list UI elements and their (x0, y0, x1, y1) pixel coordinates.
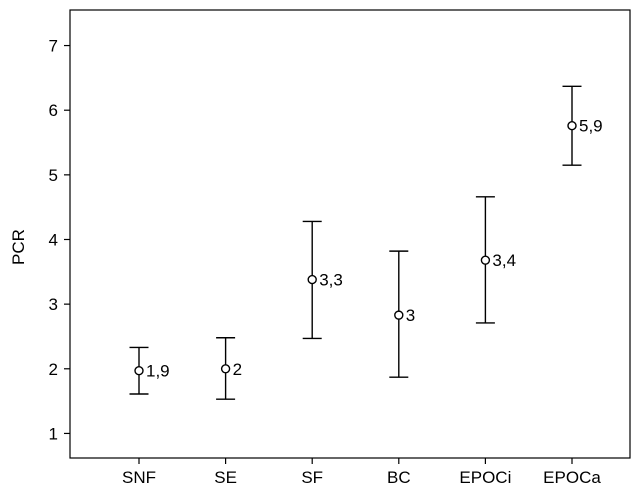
data-label: 3,4 (492, 251, 516, 270)
x-tick-label: SNF (122, 468, 156, 487)
y-tick-label: 6 (49, 101, 58, 120)
mean-point (567, 121, 577, 131)
data-labels: 1,9 2 3,3 3 3,4 5,9 (146, 117, 603, 381)
data-label: 1,9 (146, 362, 170, 381)
y-tick-label: 2 (49, 360, 58, 379)
y-tick-label: 4 (49, 230, 58, 249)
mean-point (134, 366, 144, 376)
x-tick-label: BC (387, 468, 411, 487)
x-ticks: SNF SE SF BC EPOCi EPOCa (122, 458, 601, 487)
x-tick-label: EPOCa (543, 468, 601, 487)
data-points (134, 121, 577, 376)
data-label: 3,3 (319, 271, 343, 290)
error-bars (129, 85, 582, 400)
mean-point (480, 255, 491, 265)
data-label: 5,9 (579, 117, 603, 136)
y-tick-label: 7 (49, 37, 58, 56)
data-label: 2 (233, 360, 242, 379)
x-tick-label: SE (214, 468, 237, 487)
y-tick-label: 1 (49, 424, 58, 443)
mean-point (307, 274, 317, 285)
y-tick-label: 3 (49, 295, 58, 314)
y-axis-label: PCR (9, 229, 28, 265)
y-tick-label: 5 (49, 166, 58, 185)
mean-point (394, 310, 404, 320)
mean-point (220, 364, 231, 374)
data-label: 3 (406, 306, 415, 325)
plot-frame (69, 9, 631, 459)
y-ticks: 1 2 3 4 5 6 7 (49, 37, 70, 443)
x-tick-label: SF (301, 468, 323, 487)
x-tick-label: EPOCi (459, 468, 511, 487)
